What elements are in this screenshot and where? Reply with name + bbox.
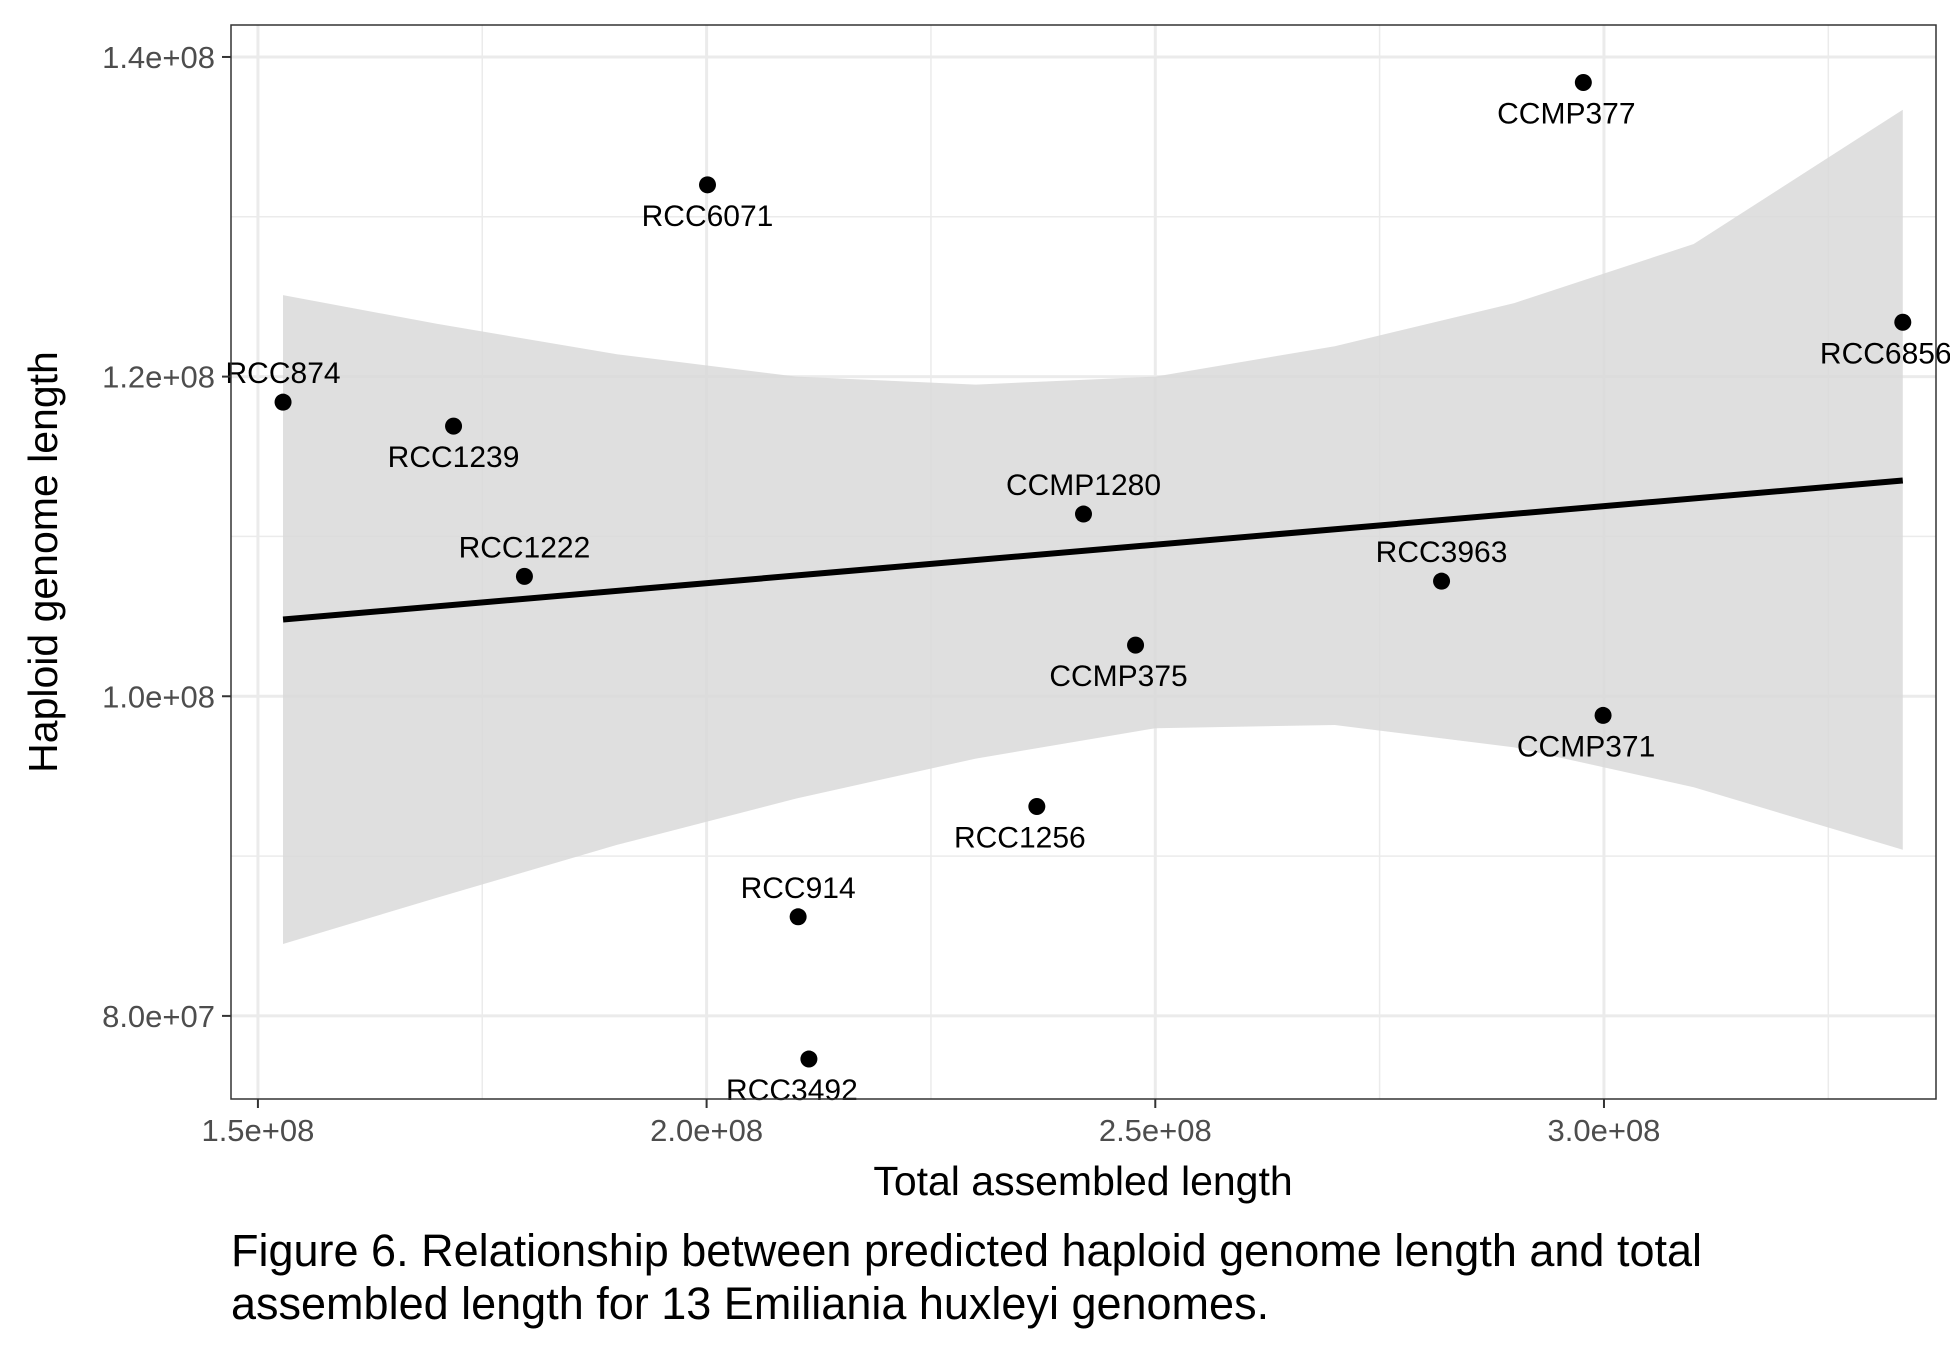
point-label: RCC874 (226, 357, 341, 390)
confidence-band-layer (283, 109, 1903, 944)
point-label: CCMP375 (1049, 660, 1187, 693)
point-label: RCC6071 (642, 200, 774, 233)
point-label: RCC1222 (459, 531, 591, 564)
data-point (699, 176, 717, 194)
point-label: RCC6856 (1820, 337, 1950, 370)
plot-panel-border (230, 24, 1937, 1100)
trend-line (282, 477, 1904, 623)
data-point (445, 417, 463, 435)
point-label: CCMP377 (1497, 98, 1635, 131)
data-point (1075, 505, 1092, 523)
point-label: CCMP371 (1517, 730, 1655, 763)
point-label: RCC1256 (954, 822, 1086, 855)
x-tick-label: 3.0e+08 (1548, 1113, 1661, 1148)
x-tick-label: 2.0e+08 (650, 1113, 763, 1148)
y-tick-label: 1.4e+08 (102, 40, 215, 75)
figure-caption: Figure 6. Relationship between predicted… (231, 1225, 1703, 1329)
point-labels: RCC874 RCC1239 RCC1222 RCC6071 RCC914 RCC3492… (226, 98, 1950, 1108)
data-point (274, 393, 292, 411)
data-point (1028, 798, 1046, 816)
data-point (1433, 572, 1451, 590)
point-label: RCC3963 (1376, 536, 1508, 569)
y-axis: 8.0e+07 1.0e+08 1.2e+08 1.4e+08 (102, 40, 231, 1034)
y-tick-label: 1.0e+08 (102, 679, 215, 714)
data-point (789, 908, 807, 926)
x-axis-title: Total assembled length (873, 1158, 1292, 1204)
point-label: CCMP1280 (1006, 469, 1161, 502)
data-point (800, 1050, 818, 1068)
y-tick-label: 8.0e+07 (102, 999, 215, 1034)
data-point (1594, 706, 1612, 724)
scatter-chart: RCC874 RCC1239 RCC1222 RCC6071 RCC914 RCC3492… (20, 24, 1950, 1204)
confidence-band (283, 109, 1903, 944)
y-tick-label: 1.2e+08 (102, 360, 215, 395)
point-label: RCC3492 (726, 1074, 858, 1107)
point-label: RCC1239 (388, 441, 520, 474)
data-point (1894, 313, 1912, 331)
x-tick-label: 1.5e+08 (201, 1113, 314, 1148)
trend-line-layer (282, 477, 1904, 623)
x-tick-label: 2.5e+08 (1099, 1113, 1212, 1148)
data-point (1574, 74, 1592, 92)
x-axis: 1.5e+08 2.0e+08 2.5e+08 3.0e+08 (201, 1099, 1660, 1148)
y-axis-title: Haploid genome length (20, 351, 66, 773)
point-label: RCC914 (741, 872, 856, 905)
data-point (1127, 636, 1145, 654)
data-points (274, 74, 1912, 1068)
data-point (515, 567, 533, 585)
